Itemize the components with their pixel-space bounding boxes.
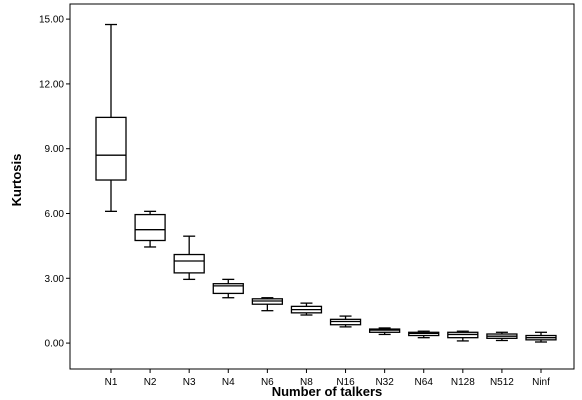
x-tick-label: N1 xyxy=(105,377,118,388)
y-tick-label: 12.00 xyxy=(39,79,64,90)
iqr-box xyxy=(173,253,205,274)
iqr-box xyxy=(134,213,166,242)
box-n32 xyxy=(368,327,401,336)
x-tick-label: N3 xyxy=(183,377,196,388)
plot-area xyxy=(69,3,575,370)
x-tick-label: N2 xyxy=(144,377,157,388)
x-tick-label: N128 xyxy=(451,377,475,388)
box-n6 xyxy=(251,297,284,312)
box-n8 xyxy=(290,302,323,316)
x-axis: N1 N2 N3 N4 N6 N8 N16 N32 N64 N128 N512 Ninf xyxy=(105,369,550,388)
x-tick-label: N64 xyxy=(415,377,434,388)
box-n3 xyxy=(173,235,205,281)
x-tick-label: N6 xyxy=(261,377,274,388)
y-tick-label: 15.00 xyxy=(39,15,64,26)
box-n512 xyxy=(486,331,518,342)
box-n1 xyxy=(95,23,127,212)
x-tick-label: Ninf xyxy=(532,377,550,388)
x-tick-label: N16 xyxy=(336,377,355,388)
y-tick-label: 3.00 xyxy=(45,274,65,285)
plot-frame xyxy=(69,3,575,370)
y-tick-label: 0.00 xyxy=(45,339,65,350)
box-n2 xyxy=(134,210,166,248)
box-ninf xyxy=(525,331,557,343)
box-n128 xyxy=(447,330,479,342)
box-n16 xyxy=(329,315,362,328)
x-tick-label: N8 xyxy=(300,377,313,388)
y-axis-title: Kurtosis xyxy=(9,154,24,207)
x-tick-label: N4 xyxy=(222,377,235,388)
box-series xyxy=(95,23,557,343)
iqr-box xyxy=(95,116,127,181)
y-tick-label: 6.00 xyxy=(45,209,65,220)
y-tick-label: 9.00 xyxy=(45,144,65,155)
x-tick-label: N32 xyxy=(375,377,394,388)
iqr-box xyxy=(212,283,244,295)
x-axis-title: Number of talkers xyxy=(272,384,383,399)
box-n4 xyxy=(212,278,244,299)
x-tick-label: N512 xyxy=(490,377,514,388)
box-n64 xyxy=(408,330,440,339)
y-axis: 0.00 3.00 6.00 9.00 12.00 15.00 xyxy=(39,15,70,350)
